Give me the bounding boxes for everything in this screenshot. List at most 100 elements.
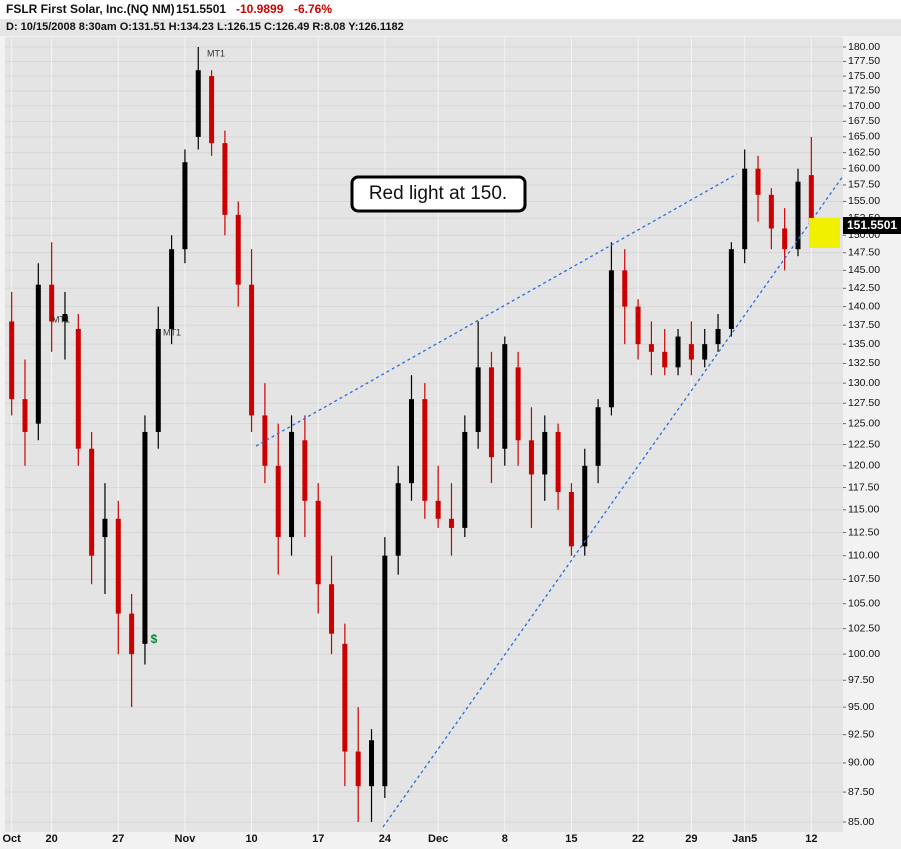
candle-body	[755, 168, 761, 195]
y-tick-label: 97.50	[848, 674, 874, 686]
candle-body	[782, 228, 788, 250]
candle-body	[302, 440, 308, 501]
candle-body	[542, 431, 548, 475]
candle-body	[582, 465, 588, 547]
y-tick-label: 100.00	[848, 648, 880, 660]
candle-body	[89, 448, 95, 556]
y-tick-label: 90.00	[848, 757, 874, 769]
candle-body	[209, 76, 215, 144]
candle-body	[222, 143, 228, 215]
candle-body	[595, 407, 601, 466]
highlight	[809, 218, 840, 248]
candle-body	[688, 344, 694, 360]
y-tick-label: 125.00	[848, 417, 880, 429]
candle-body	[289, 431, 295, 538]
candle-body	[9, 321, 15, 400]
candle-body	[528, 440, 534, 475]
y-tick-label: 105.00	[848, 598, 880, 610]
x-tick-label: 24	[379, 833, 392, 845]
candle-body	[275, 465, 281, 538]
y-tick-label: 95.00	[848, 701, 874, 713]
y-tick-label: 147.50	[848, 246, 880, 258]
candle-body	[435, 500, 441, 519]
candle-body	[622, 270, 628, 307]
x-tick-label: 15	[565, 833, 577, 845]
candle-body	[742, 168, 748, 250]
candle-body	[462, 431, 468, 528]
callout-box	[350, 175, 527, 213]
y-tick-label: 157.50	[848, 179, 880, 191]
price-tag	[843, 217, 901, 234]
info-line: D: 10/15/2008 8:30am O:131.51 H:134.23 L…	[6, 21, 404, 33]
x-tick-label: 22	[632, 833, 644, 845]
y-tick-label: 155.00	[848, 195, 880, 207]
candle-body	[648, 344, 654, 352]
y-tick-label: 130.00	[848, 377, 880, 389]
chart-title: FSLR First Solar, Inc.(NQ NM)	[6, 2, 175, 16]
candle-body	[568, 491, 574, 547]
candle-body	[102, 518, 108, 538]
candle-body	[448, 518, 454, 528]
candle-body	[795, 181, 801, 250]
price-tag-text: 151.5501	[847, 218, 897, 232]
candle-body	[608, 270, 614, 408]
y-tick-label: 145.00	[848, 264, 880, 276]
y-tick-label: 120.00	[848, 460, 880, 472]
candle-body	[409, 399, 414, 484]
x-tick-label: Jan5	[732, 833, 757, 845]
candle-body	[35, 284, 41, 424]
y-tick-label: 117.50	[848, 481, 879, 493]
candle-body	[182, 162, 188, 250]
x-tick-label: 17	[312, 833, 324, 845]
y-tick-label: 85.00	[848, 816, 874, 828]
y-tick-label: 137.50	[848, 319, 880, 331]
x-tick-label: 12	[805, 833, 817, 845]
candle-body	[502, 344, 508, 449]
candle-body	[715, 328, 721, 345]
y-tick-label: 172.50	[848, 85, 880, 97]
candle-body	[62, 313, 68, 322]
candle-body	[662, 351, 668, 368]
candle-body	[342, 643, 348, 752]
candle-body	[195, 70, 201, 137]
candle-body	[555, 431, 561, 492]
candle-body	[22, 399, 28, 432]
candle-body	[329, 584, 335, 634]
y-tick-label: 162.50	[848, 146, 880, 158]
y-tick-label: 160.00	[848, 162, 880, 174]
candle-body	[475, 367, 481, 432]
candle-body	[142, 431, 148, 644]
candle-body	[355, 751, 361, 787]
header-bar	[0, 0, 901, 19]
y-tick-label: 165.00	[848, 131, 880, 143]
y-tick-label: 112.50	[848, 526, 879, 538]
y-tick-label: 102.50	[848, 622, 880, 634]
change: -10.9899	[236, 2, 284, 16]
x-tick-label: 27	[112, 833, 124, 845]
candle-body	[515, 367, 521, 441]
x-tick-label: 10	[245, 833, 257, 845]
y-tick-label: 92.50	[848, 728, 874, 740]
candle-body	[702, 344, 708, 360]
y-tick-label: 87.50	[848, 786, 874, 798]
candle-body	[235, 214, 241, 285]
candle-body	[422, 399, 428, 501]
y-tick-label: 175.00	[848, 70, 880, 82]
y-tick-label: 180.00	[848, 41, 880, 53]
candle-body	[369, 740, 375, 787]
candle-body	[382, 555, 388, 787]
candle-body	[49, 284, 55, 322]
candle-body	[315, 500, 321, 585]
x-tick-label: 20	[46, 833, 58, 845]
y-tick-label: 122.50	[848, 438, 880, 450]
change-pct: -6.76%	[294, 2, 332, 16]
trendline	[382, 175, 844, 828]
candle-body	[675, 336, 681, 368]
x-tick-label: Nov	[175, 833, 197, 845]
candle-body	[115, 518, 121, 614]
trendline	[255, 173, 738, 447]
marker-label: MT1	[52, 314, 70, 324]
candle-body	[728, 249, 734, 329]
x-tick-label: 29	[685, 833, 697, 845]
